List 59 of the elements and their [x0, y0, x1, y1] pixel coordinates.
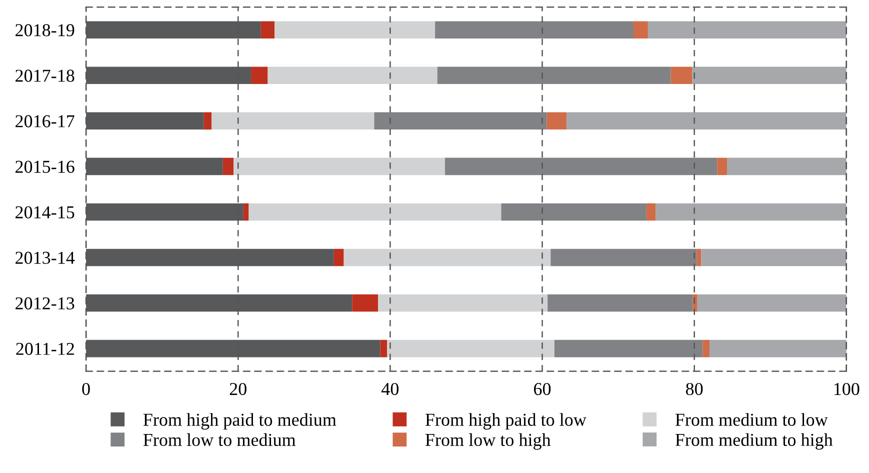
y-tick-label: 2016-17: [16, 115, 74, 128]
bar: [697, 294, 846, 312]
bar: [692, 66, 846, 84]
legend-label: From high paid to low: [425, 413, 586, 430]
bar: [444, 158, 718, 176]
legend-label: From medium to high: [675, 433, 833, 450]
x-tick-label: 60: [534, 382, 551, 396]
x-tick-label: 0: [82, 382, 90, 396]
bar: [243, 203, 249, 221]
bar: [648, 21, 846, 39]
bar: [268, 66, 438, 84]
bar: [251, 66, 268, 84]
bar: [378, 294, 548, 312]
bar: [274, 21, 436, 39]
legend-label: From low to medium: [143, 433, 296, 446]
y-tick-label: 2018-19: [16, 24, 74, 36]
y-tick-label: 2012-13: [16, 297, 74, 310]
bar: [566, 112, 846, 130]
x-tick-label: 100: [834, 382, 860, 396]
bar: [501, 203, 646, 221]
bar: [211, 112, 374, 130]
bar: [437, 66, 671, 84]
legend-label: From high paid to medium: [143, 413, 336, 430]
bar: [334, 248, 344, 266]
y-tick-label: 2017-18: [16, 70, 74, 82]
bar: [260, 21, 275, 39]
bar: [656, 203, 846, 221]
legend-label: From low to high: [425, 433, 551, 450]
x-tick-label: 80: [686, 382, 703, 396]
x-tick-label: 40: [382, 382, 399, 396]
bar: [554, 340, 703, 358]
bar: [222, 158, 234, 176]
bar: [352, 294, 378, 312]
bar: [702, 340, 710, 358]
bar: [646, 203, 656, 221]
y-tick-label: 2015-16: [16, 160, 74, 173]
y-tick-label: 2011-12: [16, 342, 74, 355]
bar: [374, 112, 547, 130]
bar: [550, 248, 697, 266]
bar: [710, 340, 846, 358]
y-tick-label: 2013-14: [16, 252, 75, 264]
bar: [727, 158, 846, 176]
bar: [670, 66, 692, 84]
legend-label: From medium to low: [675, 413, 828, 426]
bar: [546, 112, 567, 130]
bar: [234, 158, 445, 176]
y-tick-label: 2014-15: [16, 206, 74, 218]
bar: [387, 340, 554, 358]
bar: [344, 248, 551, 266]
bar: [380, 340, 388, 358]
x-tick-label: 20: [230, 382, 246, 396]
bar: [435, 21, 634, 39]
bar: [548, 294, 693, 312]
bar: [696, 248, 702, 266]
bar: [248, 203, 502, 221]
bar: [701, 248, 846, 266]
bar: [717, 158, 728, 176]
bar: [204, 112, 212, 130]
bar: [634, 21, 648, 39]
